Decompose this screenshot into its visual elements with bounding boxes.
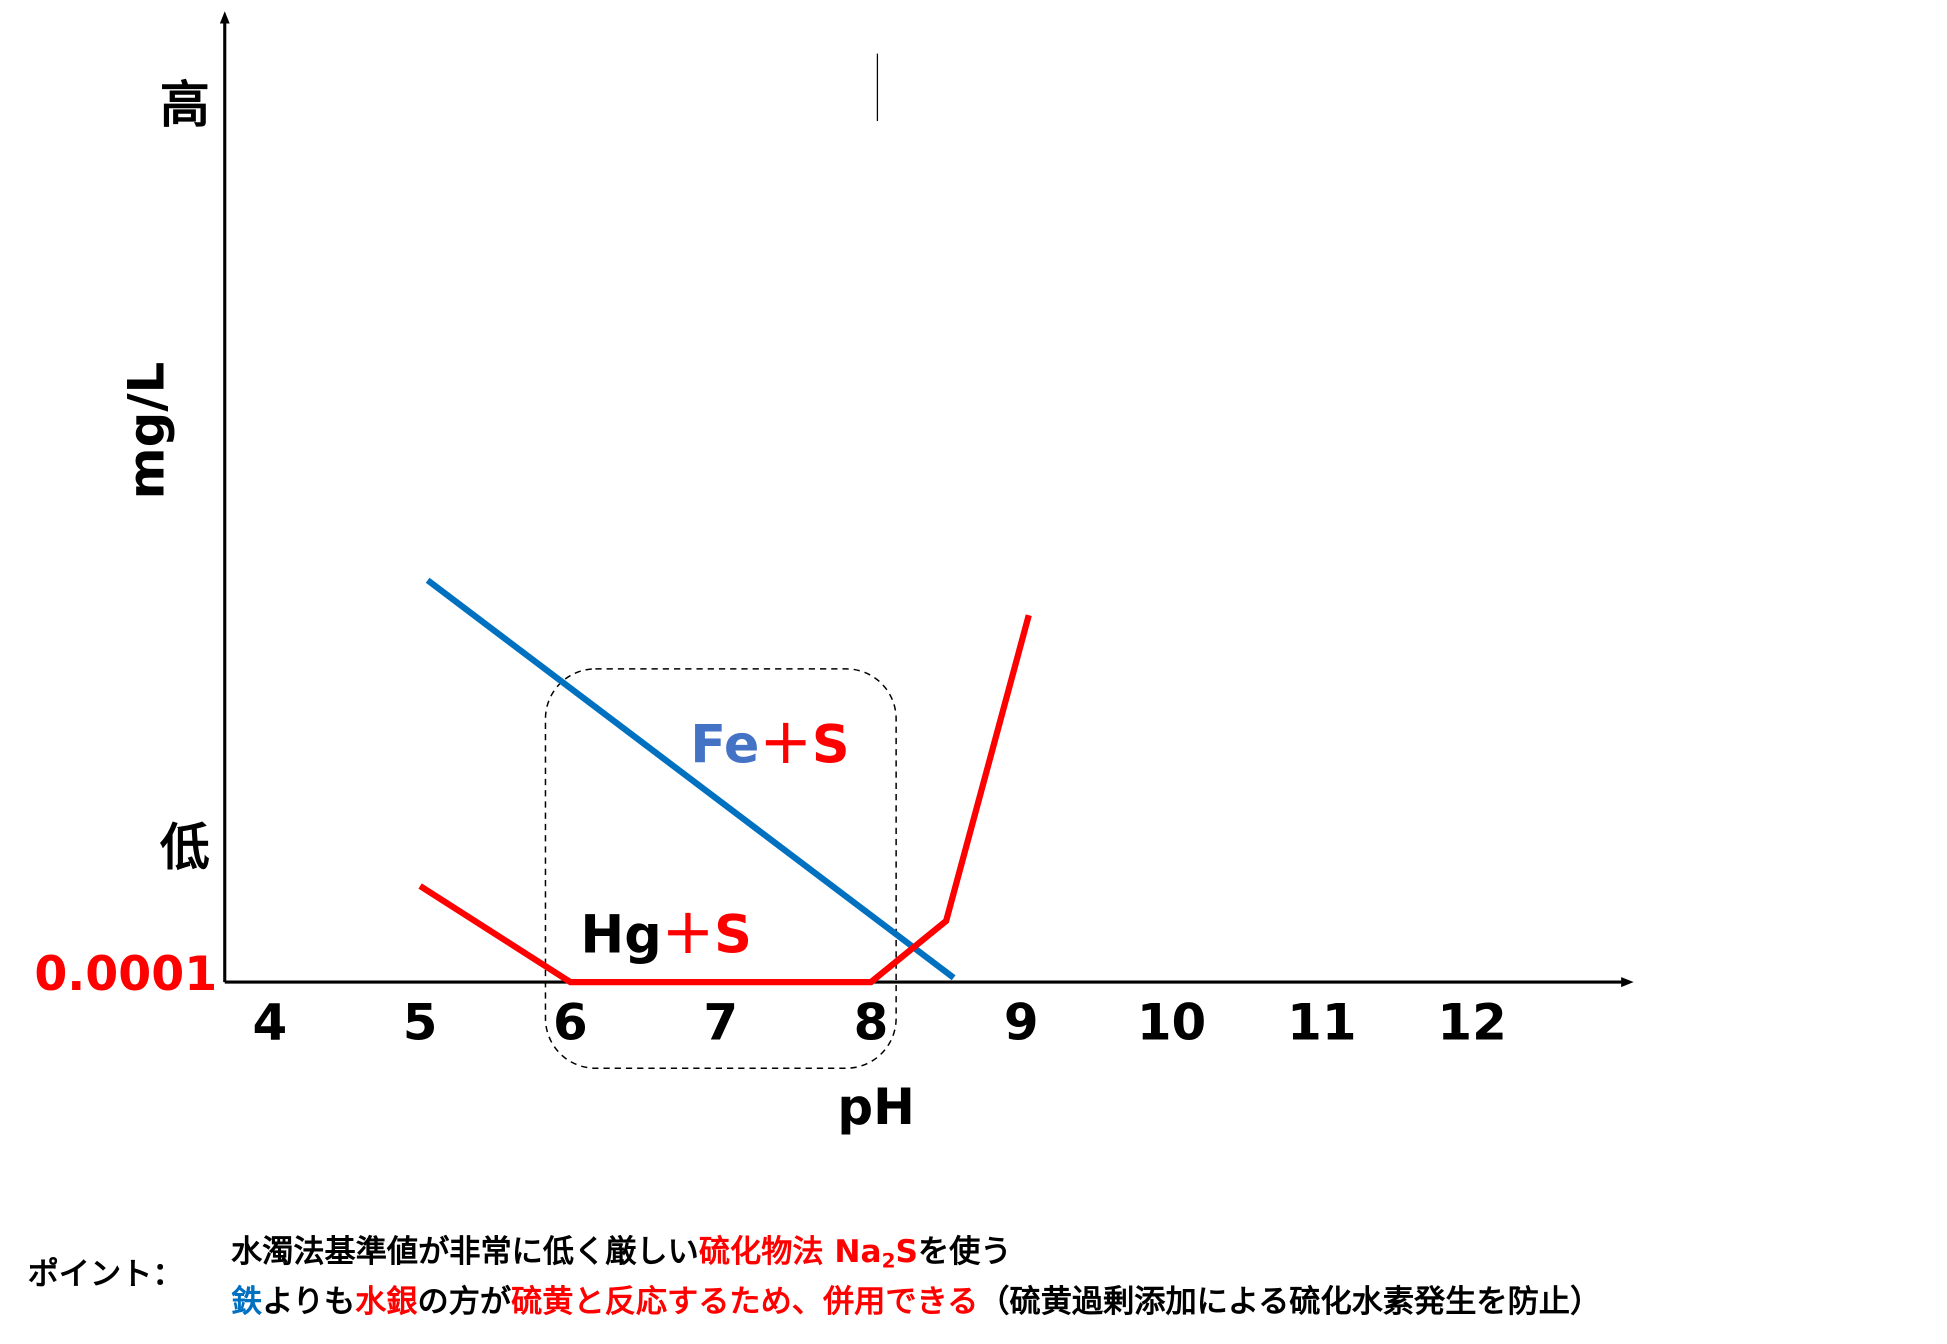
x-tick-label: 4: [252, 993, 287, 1051]
annotation-part: Hg: [580, 904, 661, 965]
y-axis-label: mg/L: [117, 362, 175, 500]
note-part: 水濁法基準値が非常に低く厳しい: [231, 1234, 699, 1270]
note-part: S: [895, 1234, 917, 1270]
series-line: [418, 614, 1032, 986]
note-part: （硫黄過剰添加による硫化水素発生を防止）: [978, 1284, 1601, 1320]
annotation-part: ＋S: [759, 715, 849, 776]
x-tick-label: 10: [1137, 993, 1206, 1051]
y-tick-label: 低: [160, 819, 210, 877]
annotation-part: Fe: [690, 715, 759, 776]
note-part: 鉄: [231, 1284, 263, 1320]
note-part: を使う: [918, 1234, 1012, 1270]
x-tick-label: 7: [703, 993, 738, 1051]
note-part: 硫黄と反応するため、併用できる: [511, 1284, 978, 1320]
highlight-box: [544, 668, 897, 1069]
note-part: 硫化物法 Na: [699, 1234, 882, 1270]
note-label: ポイント：: [28, 1256, 184, 1292]
y-tick-label: 高: [160, 76, 210, 134]
note-part: の方が: [418, 1284, 512, 1320]
note-part: よりも: [262, 1284, 355, 1320]
note-part: 水銀: [355, 1284, 418, 1320]
note-part: 2: [882, 1248, 896, 1272]
x-tick-label: 5: [403, 993, 438, 1051]
annotation: Hg＋S: [580, 904, 752, 965]
x-tick-label: 12: [1437, 993, 1506, 1051]
series-line: [425, 577, 956, 981]
note-line: 鉄よりも水銀の方が硫黄と反応するため、併用できる（硫黄過剰添加による硫化水素発生…: [231, 1284, 1601, 1320]
annotation-part: ＋S: [662, 904, 752, 965]
x-tick-label: 11: [1287, 993, 1356, 1051]
x-axis-label: pH: [837, 1078, 915, 1136]
annotation: Fe＋S: [690, 715, 849, 776]
y-tick-label: 0.0001: [34, 947, 217, 1002]
x-tick-label: 6: [553, 993, 588, 1051]
x-tick-label: 9: [1004, 993, 1039, 1051]
note-line: 水濁法基準値が非常に低く厳しい硫化物法 Na2Sを使う: [231, 1234, 1012, 1272]
x-tick-label: 8: [854, 993, 889, 1051]
